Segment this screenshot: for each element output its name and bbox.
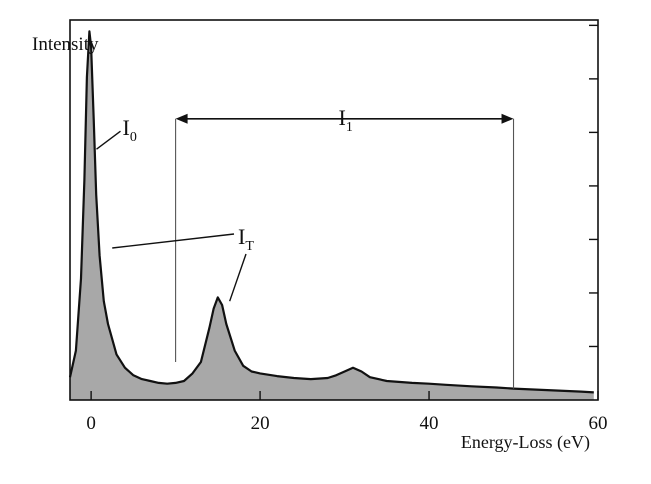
i0-main: I xyxy=(122,115,129,140)
plot-group: 0 20 40 60 Intensity Energy-Loss (eV) I0 IT… xyxy=(32,19,608,453)
spectrum-curve xyxy=(68,30,594,394)
x-tick-label-20: 20 xyxy=(251,413,270,434)
x-tick-label-60: 60 xyxy=(589,413,608,434)
i0-annotation: I0 xyxy=(122,115,136,145)
i1-annotation: I1 xyxy=(339,105,353,135)
spectrum-area xyxy=(70,31,594,401)
x-tick-label-40: 40 xyxy=(420,413,439,434)
it-leader-line-2 xyxy=(229,253,247,302)
i0-sub: 0 xyxy=(130,130,137,145)
it-annotation: IT xyxy=(238,224,254,254)
it-leader-line-1 xyxy=(112,233,235,249)
x-axis-label: Energy-Loss (eV) xyxy=(461,432,590,453)
plot-frame xyxy=(69,19,599,401)
x-ticks xyxy=(90,391,599,400)
y-ticks xyxy=(589,24,598,348)
i0-leader-line xyxy=(96,130,121,150)
x-tick-labels: 0 20 40 60 xyxy=(86,413,607,434)
it-sub: T xyxy=(245,239,254,254)
x-tick-label-0: 0 xyxy=(86,413,96,434)
i1-sub: 1 xyxy=(346,120,353,135)
y-axis-label: Intensity xyxy=(32,34,99,55)
i1-arrow-right-head xyxy=(501,113,514,124)
i1-arrow-left-head xyxy=(175,113,188,124)
i1-main: I xyxy=(339,105,346,130)
it-main: I xyxy=(238,224,245,249)
